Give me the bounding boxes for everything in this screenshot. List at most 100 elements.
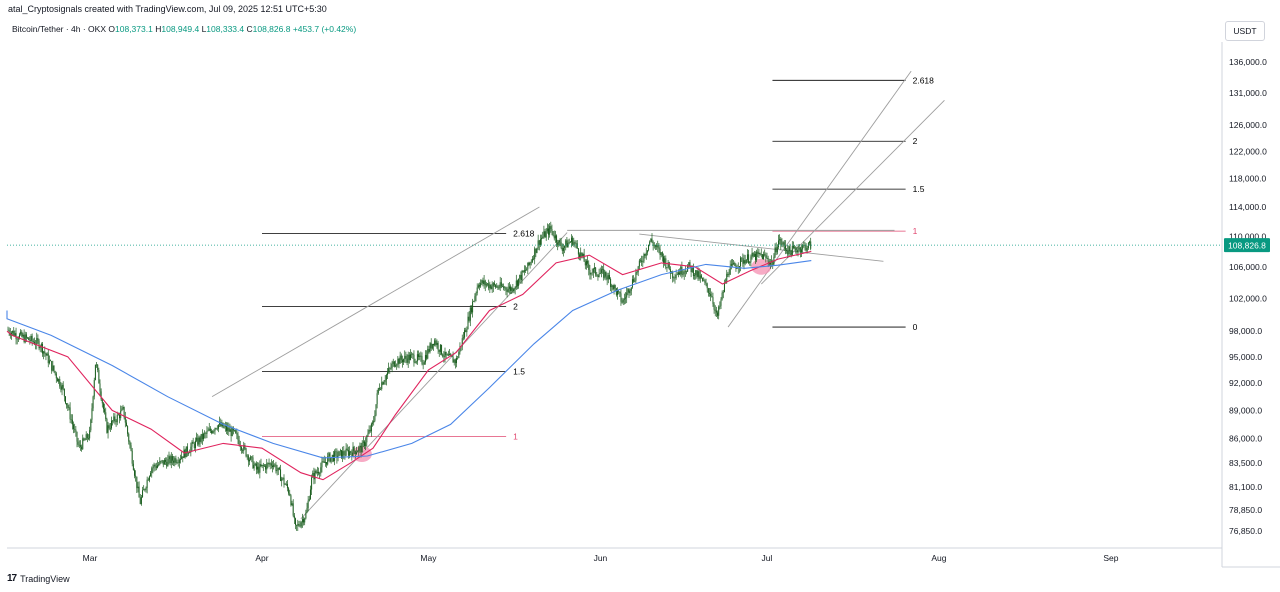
candle-body [675,274,677,278]
candle-body [158,464,160,466]
candle-body [175,458,177,463]
moving-averages-layer [6,250,812,481]
candle-body [361,442,363,453]
candle-body [347,450,349,456]
candle-body [605,271,607,277]
candle-body [235,430,237,434]
candle-body [165,459,167,462]
candle-body [742,258,744,264]
candle-body [208,428,210,431]
candle-body [299,525,301,527]
candle-body [673,277,675,279]
y-tick-label: 83,500.0 [1229,458,1262,468]
candle-body [792,245,794,248]
candle-body [668,262,670,270]
candle-body [533,258,535,260]
candle-body [556,235,558,243]
candle-body [641,260,643,263]
candle-body [749,261,751,263]
candle-body [183,449,185,458]
candle-body [475,293,477,297]
candle-body [407,354,409,363]
low-value: 108,333.4 [206,24,245,34]
candle-body [690,265,692,273]
candle-body [171,456,173,461]
candle-body [511,287,513,291]
candle-body [98,369,100,384]
candle-body [733,262,735,265]
candle-body [652,242,654,246]
candle-body [36,338,38,345]
candle-body [796,250,798,253]
candle-body [415,361,417,363]
candle-body [157,465,158,468]
candle-body [364,441,365,446]
candle-body [579,254,581,258]
candle-body [395,365,397,367]
candle-body [493,283,495,285]
candle-body [142,490,144,498]
currency-unit-button[interactable]: USDT [1225,21,1265,41]
candle-body [617,290,618,295]
candle-body [462,337,464,339]
candle-body [73,424,75,430]
price-axis[interactable]: 136,000.0 131,000.0 126,000.0 122,000.0 118,… [1229,57,1267,536]
candle-body [780,238,782,245]
close-value: 108,826.8 [252,24,291,34]
candle-body [476,287,478,294]
candle-body [705,282,707,284]
candle-body [146,479,148,488]
candle-body [584,261,586,266]
candle-body [654,245,656,247]
candle-body [245,448,247,457]
symbol-name[interactable]: Bitcoin/Tether · 4h · OKX [12,24,107,34]
candle-body [115,421,117,423]
candle-body [185,446,187,458]
candle-body [372,422,374,424]
candle-body [20,331,22,335]
candle-body [778,240,779,248]
candle-body [581,252,583,257]
candle-body [682,274,684,275]
slow-moving-average-line [6,260,812,459]
candle-body [383,381,385,385]
candle-body [283,477,285,485]
candle-body [784,245,786,250]
candle-body [645,252,647,256]
candle-body [748,254,750,263]
candle-body [22,334,24,337]
candle-body [623,298,625,300]
x-tick-label: Jun [594,553,608,563]
candle-body [688,262,690,267]
candle-body [783,242,785,246]
candle-body [188,453,190,454]
candle-body [640,260,641,262]
y-tick-label: 98,000.0 [1229,326,1262,336]
candle-body [408,354,410,360]
candle-body [138,486,140,498]
candle-body [400,355,402,360]
candle-body [595,267,597,275]
candle-body [226,425,227,431]
candle-body [672,271,674,279]
candle-body [572,237,574,245]
candle-body [638,260,640,267]
candle-body [380,389,382,390]
candle-body [468,316,470,321]
candle-body [220,422,222,427]
candle-body [147,479,149,481]
candle-body [305,512,307,519]
candle-body [203,433,204,440]
candle-body [243,445,245,451]
time-axis[interactable]: Mar Apr May Jun Jul Aug Sep [83,553,1119,563]
y-tick-label: 89,000.0 [1229,405,1262,415]
candle-body [799,247,801,253]
candle-body [367,433,369,437]
candle-body [334,451,336,461]
candle-body [711,296,713,298]
candle-body [508,286,510,289]
candle-body [559,240,561,243]
candle-body [781,243,783,245]
candle-body [423,362,425,365]
